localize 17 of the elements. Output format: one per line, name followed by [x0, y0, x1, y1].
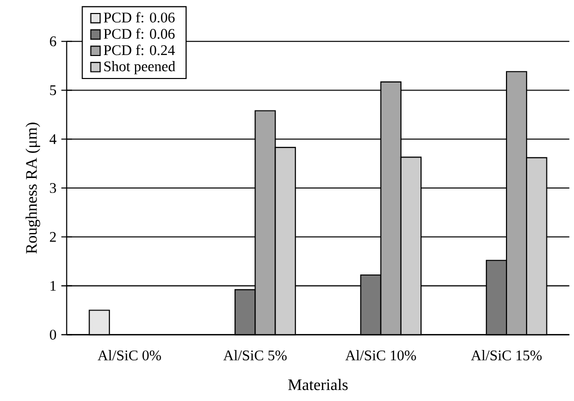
y-axis-title: Roughness RA (μm): [26, 122, 40, 254]
y-tick-label: 0: [50, 330, 56, 340]
legend-label: PCD f: 0.24: [104, 44, 175, 56]
y-tick-label: 6: [50, 36, 56, 46]
y-tick-label: 2: [50, 232, 56, 242]
x-axis-title: Materials: [288, 378, 348, 390]
x-tick-label: Al/SiC 15%: [470, 350, 542, 360]
y-tick-label: 4: [50, 134, 56, 144]
y-tick-label: 3: [50, 183, 56, 193]
y-tick-label: 5: [50, 85, 56, 96]
legend-label: PCD f: 0.06: [104, 12, 175, 23]
legend-label: PCD f: 0.06: [104, 28, 175, 39]
x-tick-label: Al/SiC 0%: [98, 350, 161, 360]
x-tick-label: Al/SiC 5%: [223, 350, 287, 360]
legend-label: Shot peened: [104, 61, 176, 74]
x-tick-label: Al/SiC 10%: [345, 350, 416, 360]
y-tick-label: 1: [50, 280, 56, 291]
